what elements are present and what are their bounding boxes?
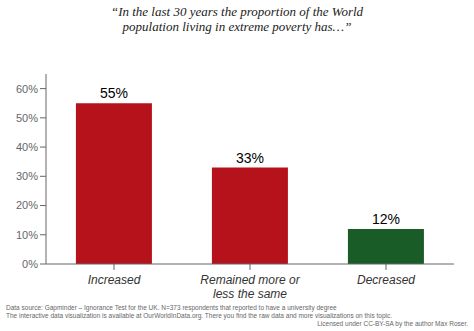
svg-text:30%: 30% [16,170,38,182]
svg-text:40%: 40% [16,141,38,153]
svg-text:12%: 12% [372,211,400,227]
svg-text:Decreased: Decreased [357,273,415,287]
svg-text:10%: 10% [16,229,38,241]
svg-text:55%: 55% [100,85,128,101]
svg-text:0%: 0% [22,258,38,270]
svg-text:20%: 20% [16,199,38,211]
svg-text:Remained more orless the same: Remained more orless the same [200,273,300,301]
svg-text:60%: 60% [16,83,38,95]
svg-text:50%: 50% [16,112,38,124]
html-text:Data source: Gapminder – Ignor: Data source: Gapminder – Ignorance Test … [6,304,392,319]
svg-text:33%: 33% [236,150,264,166]
html-text:“In the last 30 years the prop: “In the last 30 years the proportion of … [110,4,364,34]
svg-text:Increased: Increased [88,273,141,287]
html-text:Licensed under CC-BY-SA by the: Licensed under CC-BY-SA by the author Ma… [317,320,468,327]
